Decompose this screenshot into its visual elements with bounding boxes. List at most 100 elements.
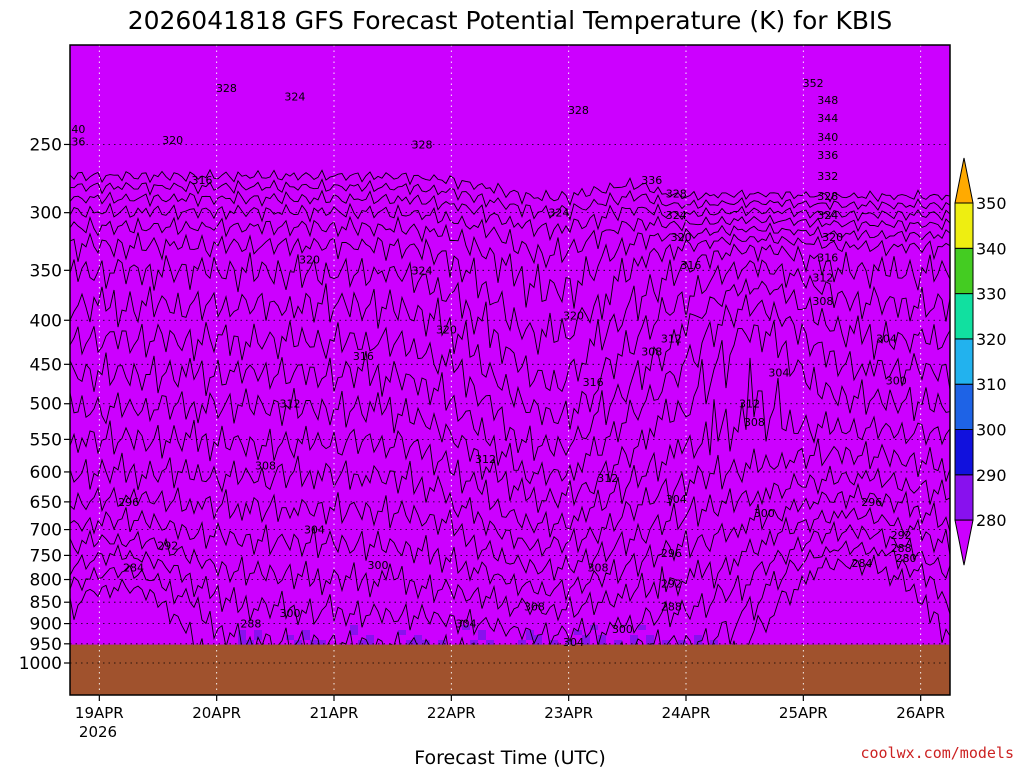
field-cell — [934, 160, 943, 166]
field-cell — [134, 195, 143, 201]
field-cell — [214, 80, 223, 86]
field-cell — [358, 65, 367, 71]
field-cell — [710, 195, 719, 201]
field-cell — [486, 190, 495, 196]
field-cell — [206, 245, 215, 251]
field-cell — [414, 85, 423, 91]
field-cell — [358, 120, 367, 126]
field-cell — [942, 90, 950, 96]
field-cell — [94, 225, 103, 231]
field-cell — [550, 60, 559, 66]
field-cell — [406, 160, 415, 166]
field-cell — [534, 235, 543, 241]
field-cell — [214, 55, 223, 61]
field-cell — [198, 250, 207, 256]
field-cell — [422, 265, 431, 271]
field-cell — [854, 120, 863, 126]
field-cell — [102, 160, 111, 166]
field-cell — [374, 120, 383, 126]
field-cell — [302, 100, 311, 106]
field-cell — [822, 230, 831, 236]
field-cell — [510, 190, 519, 196]
field-cell — [190, 50, 199, 56]
field-cell — [750, 210, 759, 216]
field-cell — [614, 180, 623, 186]
field-cell — [878, 245, 887, 251]
field-cell — [158, 210, 167, 216]
field-cell — [494, 105, 503, 111]
field-cell — [558, 125, 567, 131]
field-cell — [934, 220, 943, 226]
field-cell — [86, 150, 95, 156]
field-cell — [726, 170, 735, 176]
field-cell — [374, 225, 383, 231]
field-cell — [550, 65, 559, 71]
field-cell — [134, 85, 143, 91]
field-cell — [854, 235, 863, 241]
field-cell — [334, 235, 343, 241]
field-cell — [638, 45, 647, 51]
field-cell — [902, 195, 911, 201]
field-cell — [198, 75, 207, 81]
field-cell — [526, 160, 535, 166]
field-cell — [86, 250, 95, 256]
field-cell — [86, 240, 95, 246]
field-cell — [934, 45, 943, 51]
field-cell — [590, 225, 599, 231]
field-cell — [934, 230, 943, 236]
field-cell — [478, 45, 487, 51]
field-cell — [118, 85, 127, 91]
field-cell — [478, 110, 487, 116]
field-cell — [742, 90, 751, 96]
field-cell — [246, 130, 255, 136]
field-cell — [710, 155, 719, 161]
field-cell — [342, 80, 351, 86]
field-cell — [366, 110, 375, 116]
field-cell — [390, 185, 399, 191]
field-cell — [262, 60, 271, 66]
field-cell — [318, 95, 327, 101]
field-cell — [686, 130, 695, 136]
field-cell — [134, 80, 143, 86]
field-cell — [486, 170, 495, 176]
field-cell — [230, 245, 239, 251]
field-cell — [614, 205, 623, 211]
field-cell — [350, 205, 359, 211]
field-cell — [286, 90, 295, 96]
field-cell — [806, 125, 815, 131]
field-cell — [486, 210, 495, 216]
field-cell — [374, 245, 383, 251]
field-cell — [734, 175, 743, 181]
field-cell — [662, 250, 671, 256]
field-cell — [662, 110, 671, 116]
field-cell — [782, 150, 791, 156]
field-cell — [462, 135, 471, 141]
field-cell — [462, 90, 471, 96]
field-cell — [366, 65, 375, 71]
field-cell — [718, 155, 727, 161]
field-cell — [414, 205, 423, 211]
field-cell — [854, 250, 863, 256]
field-cell — [334, 190, 343, 196]
field-cell — [718, 230, 727, 236]
field-cell — [278, 140, 287, 146]
field-cell — [158, 95, 167, 101]
field-cell — [342, 145, 351, 151]
field-cell — [134, 220, 143, 226]
field-cell — [334, 55, 343, 61]
field-cell — [534, 105, 543, 111]
field-cell — [222, 85, 231, 91]
field-cell — [182, 270, 191, 276]
field-cell — [542, 125, 551, 131]
field-cell — [214, 70, 223, 76]
field-cell — [294, 125, 303, 131]
field-cell — [358, 75, 367, 81]
field-cell — [766, 170, 775, 176]
field-cell — [470, 85, 479, 91]
field-cell — [294, 85, 303, 91]
field-cell — [566, 135, 575, 141]
field-cell — [758, 85, 767, 91]
field-cell — [758, 110, 767, 116]
field-cell — [446, 230, 455, 236]
field-cell — [798, 195, 807, 201]
